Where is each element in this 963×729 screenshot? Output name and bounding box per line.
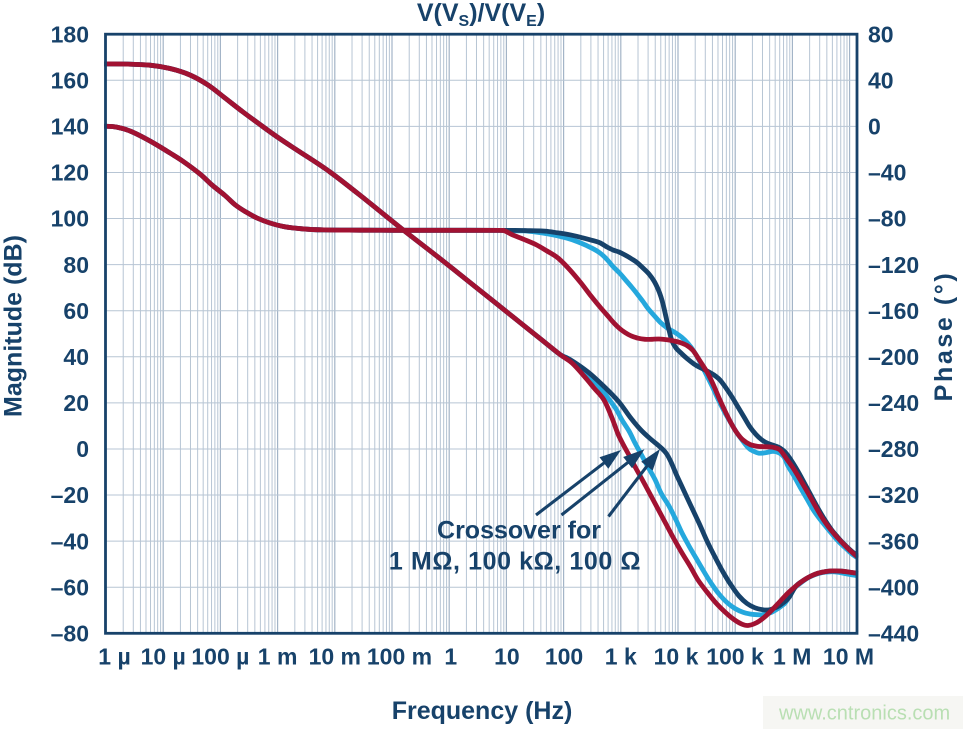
svg-text:10: 10 — [494, 644, 520, 670]
svg-text:1 M: 1 M — [773, 644, 811, 670]
svg-text:0: 0 — [868, 114, 881, 140]
svg-text:100 µ: 100 µ — [191, 644, 249, 670]
svg-text:40: 40 — [868, 68, 894, 94]
svg-text:1 µ: 1 µ — [98, 644, 130, 670]
svg-text:–60: –60 — [51, 574, 89, 600]
svg-text:V(VS)/V(VE): V(VS)/V(VE) — [417, 0, 545, 30]
svg-text:www.cntronics.com: www.cntronics.com — [778, 703, 950, 725]
svg-text:80: 80 — [868, 21, 894, 47]
svg-text:10 M: 10 M — [823, 644, 874, 670]
svg-text:60: 60 — [63, 298, 89, 324]
svg-text:–40: –40 — [51, 528, 89, 554]
svg-text:100: 100 — [545, 644, 583, 670]
svg-text:–120: –120 — [868, 252, 919, 278]
svg-text:–240: –240 — [868, 390, 919, 416]
svg-text:100 m: 100 m — [367, 644, 432, 670]
svg-text:–80: –80 — [51, 621, 89, 647]
svg-text:Frequency (Hz): Frequency (Hz) — [392, 697, 573, 725]
svg-text:80: 80 — [63, 252, 89, 278]
svg-text:–400: –400 — [868, 574, 919, 600]
svg-text:1 m: 1 m — [258, 644, 298, 670]
svg-text:140: 140 — [51, 114, 89, 140]
svg-text:Magnitude (dB): Magnitude (dB) — [0, 235, 28, 417]
svg-text:10 m: 10 m — [309, 644, 361, 670]
svg-text:Phase (°): Phase (°) — [930, 271, 958, 402]
svg-text:–320: –320 — [868, 482, 919, 508]
svg-text:–440: –440 — [868, 621, 919, 647]
svg-text:40: 40 — [63, 344, 89, 370]
svg-text:–360: –360 — [868, 528, 919, 554]
svg-text:–200: –200 — [868, 344, 919, 370]
svg-text:100 k: 100 k — [706, 644, 764, 670]
svg-text:–160: –160 — [868, 298, 919, 324]
svg-text:Crossover for: Crossover for — [437, 517, 601, 545]
svg-text:1 k: 1 k — [605, 644, 637, 670]
svg-text:10 µ: 10 µ — [141, 644, 186, 670]
svg-text:–20: –20 — [51, 482, 89, 508]
svg-text:20: 20 — [63, 390, 89, 416]
svg-text:10 k: 10 k — [654, 644, 699, 670]
svg-text:1: 1 — [444, 644, 457, 670]
svg-text:100: 100 — [51, 206, 89, 232]
svg-text:120: 120 — [51, 160, 89, 186]
svg-text:–40: –40 — [868, 160, 906, 186]
svg-text:1 MΩ, 100 kΩ, 100 Ω: 1 MΩ, 100 kΩ, 100 Ω — [389, 548, 641, 576]
svg-text:–80: –80 — [868, 206, 906, 232]
svg-text:160: 160 — [51, 68, 89, 94]
svg-text:180: 180 — [51, 21, 89, 47]
svg-text:–280: –280 — [868, 436, 919, 462]
svg-text:0: 0 — [76, 436, 89, 462]
